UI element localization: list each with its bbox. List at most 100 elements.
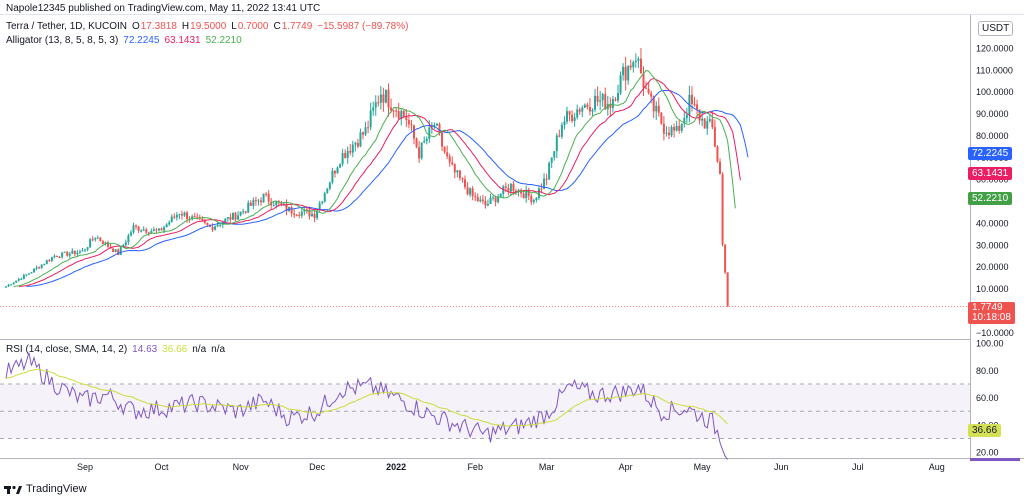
candle-body <box>89 239 92 248</box>
candle-body <box>142 229 145 231</box>
candle-body <box>622 66 625 76</box>
candle-body <box>573 117 576 121</box>
alligator-legend[interactable]: Alligator (13, 8, 5, 8, 5, 3) 72.2245 63… <box>6 35 242 46</box>
candle-body <box>502 186 505 195</box>
change-value: −15.5987 (−89.78%) <box>317 21 409 32</box>
candle-body <box>249 202 252 206</box>
candle-body <box>119 247 122 255</box>
candle-body <box>237 215 240 220</box>
candle-body <box>492 197 495 199</box>
candle-body <box>489 197 492 205</box>
candle-body <box>66 251 69 256</box>
candle-body <box>234 212 237 220</box>
candle-body <box>328 182 331 189</box>
candle-body <box>535 197 538 201</box>
candle-body <box>596 95 599 102</box>
candle-body <box>591 109 594 112</box>
price-tick-label: −10.0000 <box>976 328 1014 338</box>
candle-body <box>425 138 428 142</box>
candle-body <box>173 216 176 218</box>
candle-body <box>12 282 15 285</box>
candle-body <box>609 104 612 108</box>
candle-body <box>229 217 232 220</box>
rsi-legend[interactable]: RSI (14, close, SMA, 14, 2) 14.63 36.66 … <box>6 344 225 355</box>
candle-body <box>226 217 229 219</box>
rsi-na-2: n/a <box>211 344 226 355</box>
candles <box>5 47 729 307</box>
candle-body <box>433 125 436 127</box>
candle-body <box>683 118 686 124</box>
candle-body <box>617 93 619 101</box>
candle-body <box>282 203 285 205</box>
candle-body <box>336 167 339 174</box>
candle-body <box>430 126 433 128</box>
candle-body <box>701 118 704 121</box>
candle-body <box>407 120 410 125</box>
candle-body <box>362 132 364 135</box>
candle-body <box>168 222 171 225</box>
candle-body <box>392 110 395 112</box>
candle-body <box>428 127 431 139</box>
candle-body <box>716 146 719 162</box>
candle-body <box>698 109 701 121</box>
indicator-lines <box>13 70 749 287</box>
candle-body <box>114 249 117 252</box>
candle-body <box>147 232 150 234</box>
candle-body <box>405 116 408 121</box>
candle-body <box>323 193 326 202</box>
candle-body <box>464 179 466 188</box>
time-tick-label: Sep <box>77 462 93 472</box>
bar-countdown: 10:18:08 <box>972 312 1011 323</box>
candle-body <box>132 225 135 233</box>
candle-body <box>566 111 568 122</box>
candle-body <box>78 251 81 253</box>
candle-body <box>395 110 398 112</box>
candle-body <box>260 200 262 203</box>
candle-body <box>247 202 250 213</box>
candle-body <box>379 94 382 103</box>
candle-body <box>33 268 36 273</box>
candle-body <box>443 146 446 153</box>
candle-body <box>537 188 540 198</box>
time-tick-label: Nov <box>233 462 250 472</box>
candle-body <box>155 229 158 231</box>
tradingview-logo[interactable]: TradingView <box>4 483 87 495</box>
symbol-legend[interactable]: Terra / Tether, 1D, KUCOIN O 17.3818 H 19.… <box>6 21 408 32</box>
candle-body <box>216 224 219 227</box>
candle-body <box>601 94 604 101</box>
candle-body <box>94 237 97 240</box>
candle-body <box>265 193 268 195</box>
candle-body <box>634 60 637 63</box>
currency-selector[interactable]: USDT <box>978 21 1014 36</box>
candle-body <box>201 218 204 221</box>
candle-body <box>300 211 303 216</box>
candle-body <box>594 95 597 110</box>
candle-body <box>290 206 293 214</box>
candle-body <box>413 125 415 139</box>
candle-body <box>711 119 714 128</box>
candle-body <box>586 104 589 107</box>
candle-body <box>311 213 313 217</box>
candle-body <box>724 244 727 273</box>
candle-body <box>38 267 41 269</box>
candle-body <box>563 121 566 125</box>
candle-body <box>356 142 359 147</box>
candle-body <box>532 200 535 203</box>
candle-body <box>58 256 61 258</box>
rsi-na-1: n/a <box>192 344 207 355</box>
candle-body <box>193 216 196 218</box>
candle-body <box>76 252 79 255</box>
jaw-price-tag: 72.2245 <box>968 147 1013 160</box>
candle-body <box>665 132 668 134</box>
candle-body <box>675 125 678 131</box>
candle-body <box>68 253 71 256</box>
price-tick-label: 120.0000 <box>976 44 1014 54</box>
candle-body <box>303 209 306 212</box>
candle-body <box>435 123 438 126</box>
candle-body <box>680 123 683 131</box>
candle-body <box>372 107 375 111</box>
rsi-last-marker <box>970 458 1020 462</box>
last-price-value: 1.7749 <box>972 302 1003 313</box>
candle-body <box>553 151 556 158</box>
candle-body <box>50 257 53 261</box>
